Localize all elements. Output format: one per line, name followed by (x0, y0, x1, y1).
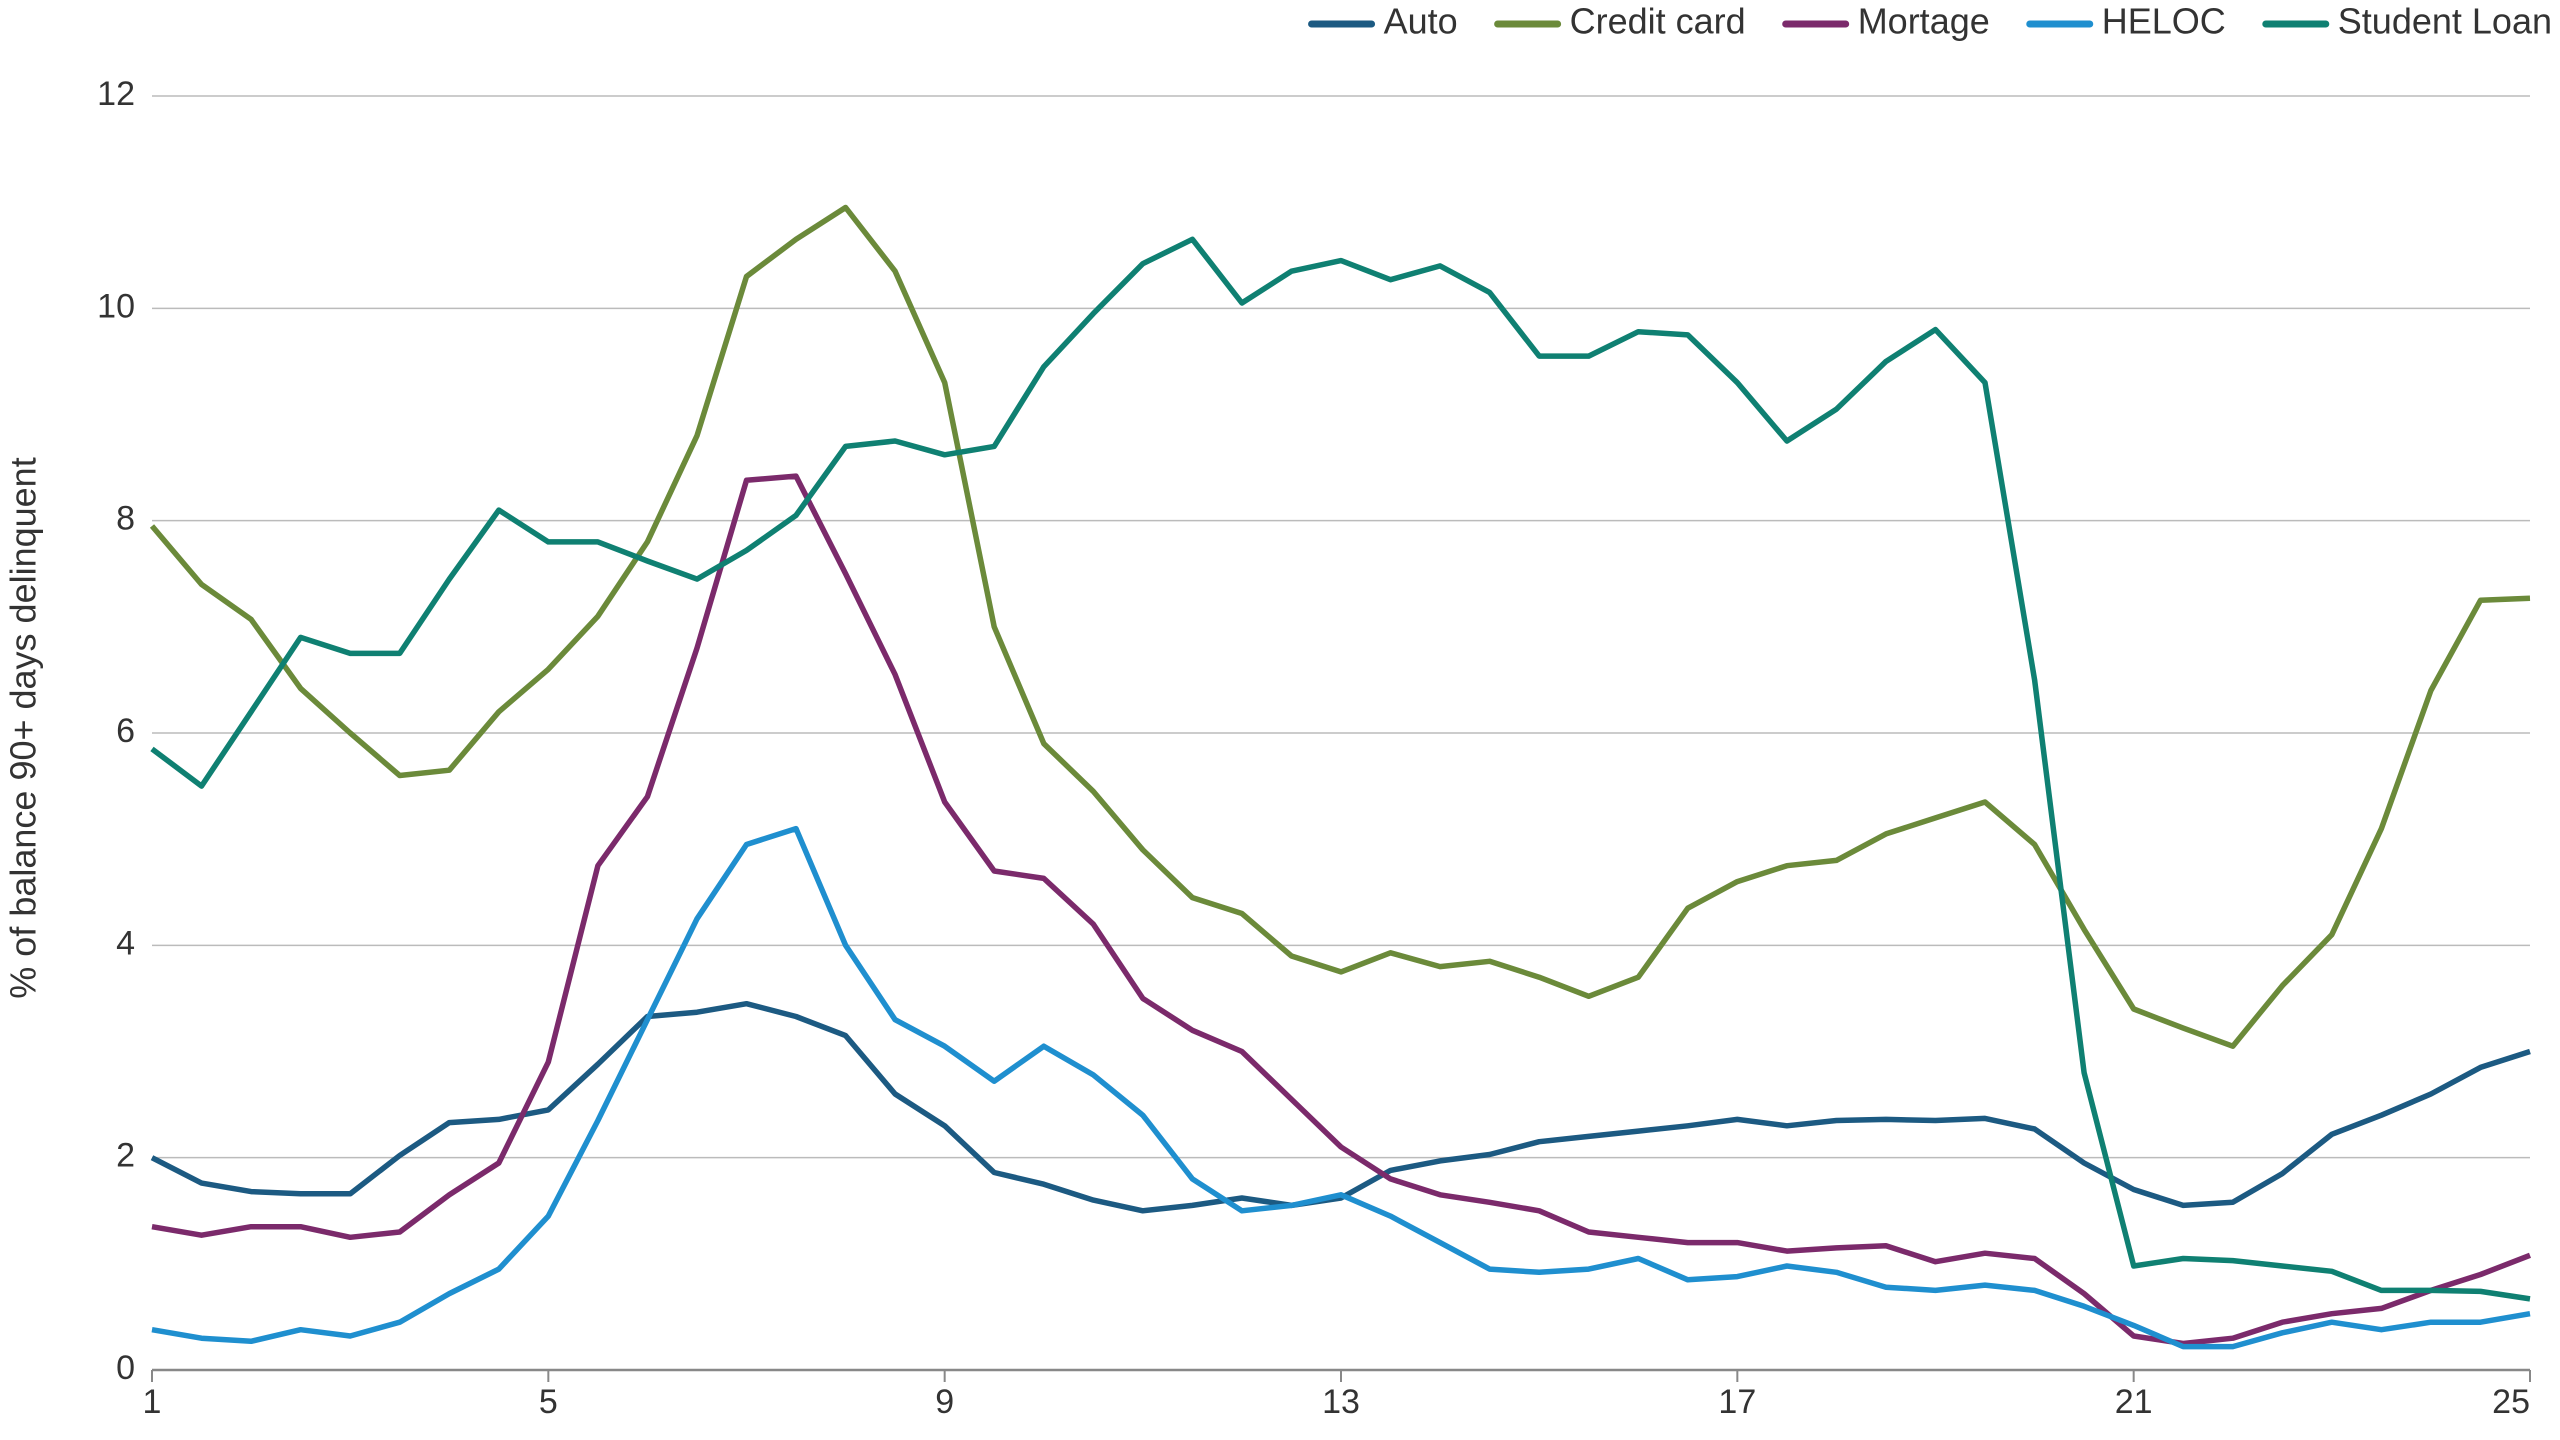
x-tick-label: 21 (2115, 1383, 2153, 1421)
y-tick-label: 12 (97, 75, 135, 113)
y-tick-label: 2 (116, 1137, 135, 1175)
x-tick-label: 9 (935, 1383, 954, 1421)
y-tick-label: 6 (116, 712, 135, 750)
x-tick-label: 1 (143, 1383, 162, 1421)
legend-label: Student Loan (2338, 1, 2552, 42)
y-tick-label: 10 (97, 287, 135, 325)
series-line (151, 473, 2531, 1347)
series-line (151, 825, 2531, 1350)
legend-label: HELOC (2102, 1, 2226, 42)
y-tick-label: 0 (116, 1349, 135, 1387)
series-line (150, 236, 2531, 1302)
legend-label: Credit card (1570, 1, 1746, 42)
x-tick-label: 17 (1718, 1383, 1756, 1421)
series-line (150, 1000, 2531, 1214)
x-tick-label: 25 (2492, 1383, 2530, 1421)
series-line (149, 204, 2531, 1049)
x-tick-label: 13 (1322, 1383, 1360, 1421)
y-tick-label: 8 (116, 500, 135, 538)
x-tick-label: 5 (539, 1383, 558, 1421)
y-axis-label: % of balance 90+ days delinquent (3, 457, 44, 998)
y-tick-label: 4 (116, 924, 135, 962)
legend-label: Auto (1384, 1, 1458, 42)
legend-label: Mortage (1858, 1, 1990, 42)
